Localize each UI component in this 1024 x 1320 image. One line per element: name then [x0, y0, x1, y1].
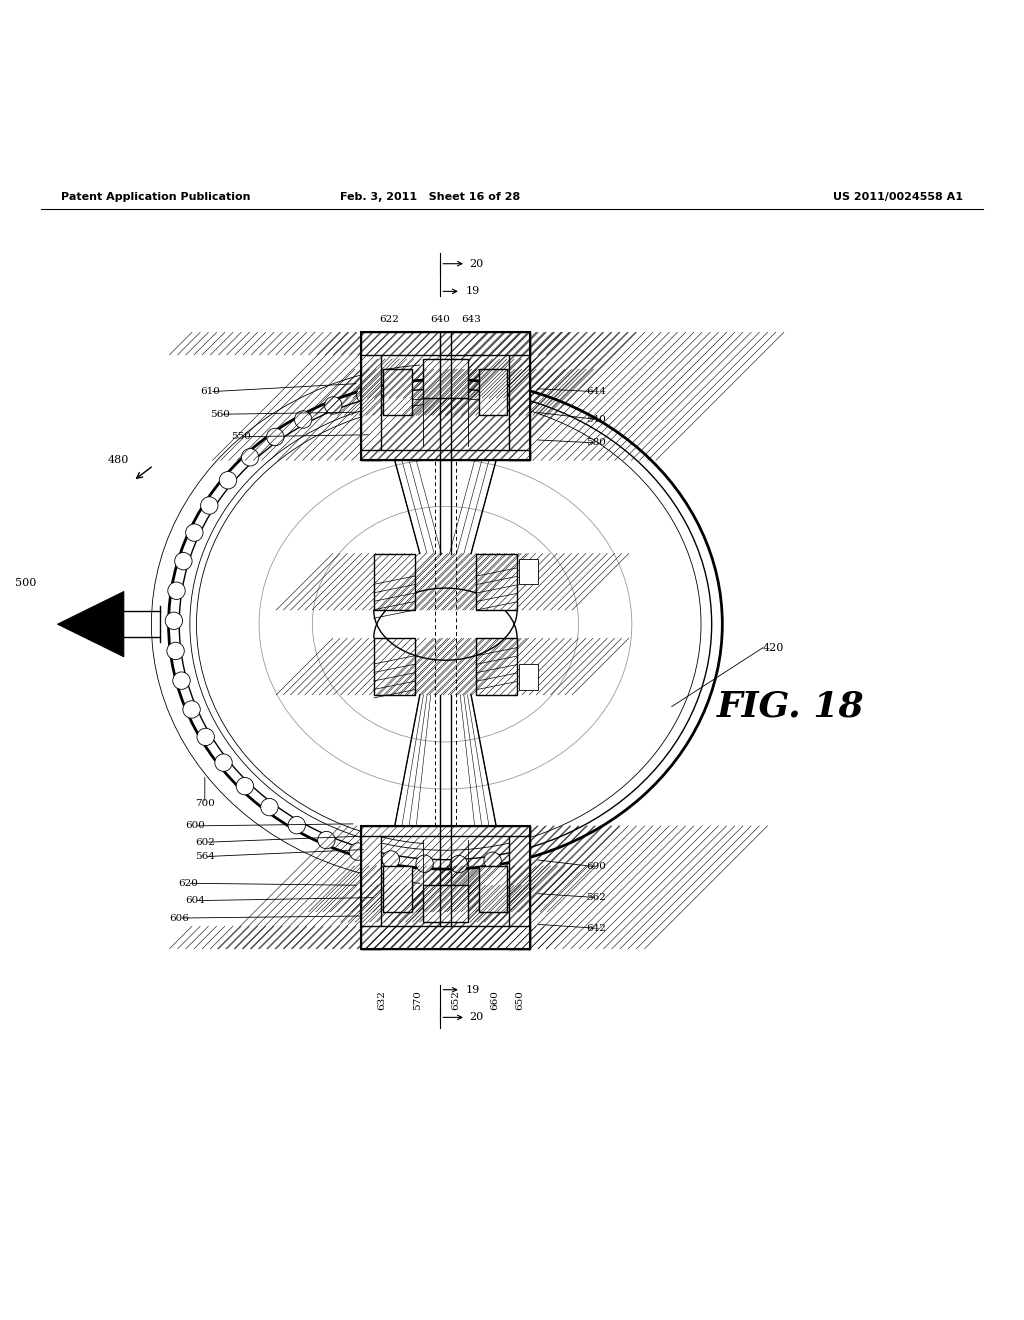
Text: 660: 660 — [490, 990, 499, 1010]
Bar — [360, 333, 530, 355]
Bar — [519, 558, 538, 585]
Bar — [476, 553, 517, 610]
Circle shape — [219, 471, 237, 488]
Text: 20: 20 — [469, 259, 483, 269]
Circle shape — [389, 379, 407, 396]
Bar — [478, 370, 507, 416]
Text: 19: 19 — [466, 286, 480, 297]
Circle shape — [450, 855, 467, 873]
Circle shape — [416, 855, 433, 873]
Text: 606: 606 — [170, 913, 189, 923]
Circle shape — [349, 843, 367, 861]
Circle shape — [382, 851, 399, 869]
Bar — [423, 886, 468, 923]
Text: 610: 610 — [201, 387, 220, 396]
Circle shape — [295, 411, 312, 428]
Text: FIG. 18: FIG. 18 — [717, 689, 864, 723]
Text: 562: 562 — [586, 894, 606, 902]
Bar — [478, 866, 507, 912]
Bar — [509, 333, 530, 461]
Circle shape — [288, 817, 305, 834]
Text: 602: 602 — [196, 838, 215, 846]
Circle shape — [167, 643, 184, 660]
Text: 480: 480 — [108, 455, 129, 466]
Circle shape — [175, 553, 193, 570]
Text: 622: 622 — [380, 315, 399, 325]
Text: 420: 420 — [763, 643, 784, 652]
Bar — [476, 639, 517, 694]
Text: 600: 600 — [185, 821, 205, 830]
Circle shape — [242, 449, 259, 466]
Text: 580: 580 — [586, 438, 606, 447]
Circle shape — [201, 496, 218, 515]
Bar — [383, 370, 412, 416]
Circle shape — [261, 799, 279, 816]
Text: 644: 644 — [586, 387, 606, 396]
Circle shape — [266, 428, 284, 446]
Circle shape — [197, 729, 214, 746]
Text: 560: 560 — [211, 409, 230, 418]
Text: 550: 550 — [231, 432, 251, 441]
Bar — [374, 639, 415, 694]
Text: 620: 620 — [178, 879, 198, 888]
Circle shape — [173, 672, 190, 689]
Polygon shape — [57, 591, 124, 657]
Circle shape — [215, 754, 232, 771]
Circle shape — [484, 851, 502, 870]
Circle shape — [317, 832, 335, 849]
Text: 640: 640 — [430, 315, 451, 325]
Bar — [509, 826, 530, 949]
Bar — [360, 927, 530, 949]
Circle shape — [183, 701, 201, 718]
Bar — [423, 359, 468, 399]
Bar — [360, 826, 381, 949]
Circle shape — [165, 612, 182, 630]
Bar — [519, 664, 538, 689]
Text: 700: 700 — [196, 799, 215, 808]
Text: Patent Application Publication: Patent Application Publication — [61, 193, 251, 202]
Text: 652: 652 — [452, 990, 460, 1010]
Text: 19: 19 — [466, 985, 480, 995]
Circle shape — [325, 397, 342, 414]
Circle shape — [185, 524, 203, 541]
Text: 564: 564 — [196, 853, 215, 861]
Bar — [360, 826, 530, 836]
Text: 570: 570 — [413, 990, 422, 1010]
Bar — [360, 333, 530, 461]
Text: US 2011/0024558 A1: US 2011/0024558 A1 — [833, 193, 963, 202]
Text: 20: 20 — [469, 1012, 483, 1023]
Text: 642: 642 — [586, 924, 606, 933]
Text: Feb. 3, 2011   Sheet 16 of 28: Feb. 3, 2011 Sheet 16 of 28 — [340, 193, 520, 202]
Text: 632: 632 — [377, 990, 386, 1010]
Text: 604: 604 — [185, 896, 205, 906]
Circle shape — [356, 385, 374, 404]
Circle shape — [168, 582, 185, 599]
Circle shape — [237, 777, 254, 795]
Text: 540: 540 — [586, 414, 606, 424]
Bar — [383, 866, 412, 912]
Text: 643: 643 — [461, 315, 481, 325]
Bar — [360, 826, 530, 949]
Bar — [360, 333, 381, 461]
Bar — [360, 450, 530, 461]
Text: 690: 690 — [586, 862, 606, 871]
Text: 500: 500 — [15, 578, 37, 589]
Bar — [374, 553, 415, 610]
Text: 650: 650 — [515, 990, 524, 1010]
